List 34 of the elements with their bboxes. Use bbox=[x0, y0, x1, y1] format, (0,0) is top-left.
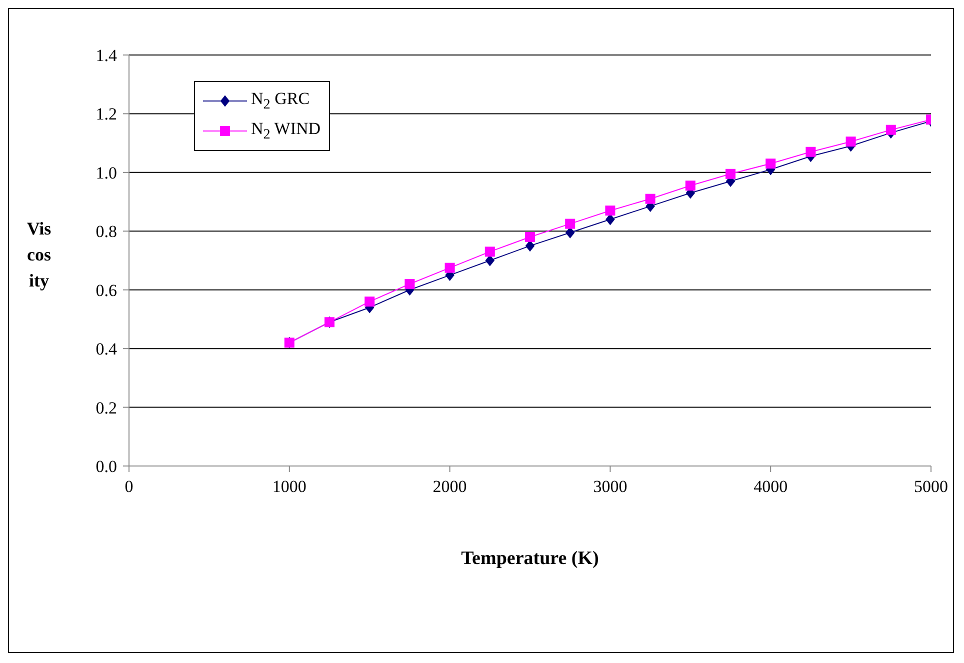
point bbox=[645, 194, 656, 204]
point bbox=[605, 206, 616, 216]
point bbox=[685, 180, 696, 191]
x-tick-label: 0 bbox=[124, 477, 134, 496]
point bbox=[766, 158, 776, 169]
point bbox=[444, 262, 455, 273]
y-tick-label: 1.4 bbox=[96, 46, 118, 66]
y-tick-label: 1.2 bbox=[96, 104, 117, 124]
y-axis-title: Vis cos ity bbox=[26, 218, 52, 290]
legend-label: N$_{2}$ WIND bbox=[251, 118, 321, 144]
point bbox=[404, 278, 415, 289]
point bbox=[525, 232, 535, 242]
x-tick-label: 3000 bbox=[593, 477, 628, 496]
point bbox=[846, 136, 856, 147]
x-tick-label: 4000 bbox=[754, 477, 788, 496]
point bbox=[485, 255, 494, 266]
point bbox=[886, 124, 896, 135]
point bbox=[364, 296, 375, 307]
y-tick-label: 1.0 bbox=[96, 163, 117, 182]
point bbox=[565, 218, 576, 229]
legend-label: N$_{2}$ GRC bbox=[251, 88, 310, 114]
y-tick-label: 0.0 bbox=[96, 457, 117, 476]
y-tick-label: 0.2 bbox=[96, 398, 117, 418]
x-tick-label: 1000 bbox=[272, 477, 306, 496]
x-axis-title: Temperature (K) bbox=[461, 548, 599, 569]
x-tick-label: 5000 bbox=[914, 477, 948, 496]
x-tick-label: 2000 bbox=[432, 477, 467, 496]
y-tick-label: 0.8 bbox=[96, 222, 117, 242]
y-tick-label: 0.4 bbox=[96, 340, 118, 359]
y-tick-label: 0.6 bbox=[96, 280, 117, 300]
point bbox=[726, 168, 736, 179]
point bbox=[806, 146, 816, 157]
point bbox=[566, 227, 575, 238]
point bbox=[484, 246, 495, 257]
